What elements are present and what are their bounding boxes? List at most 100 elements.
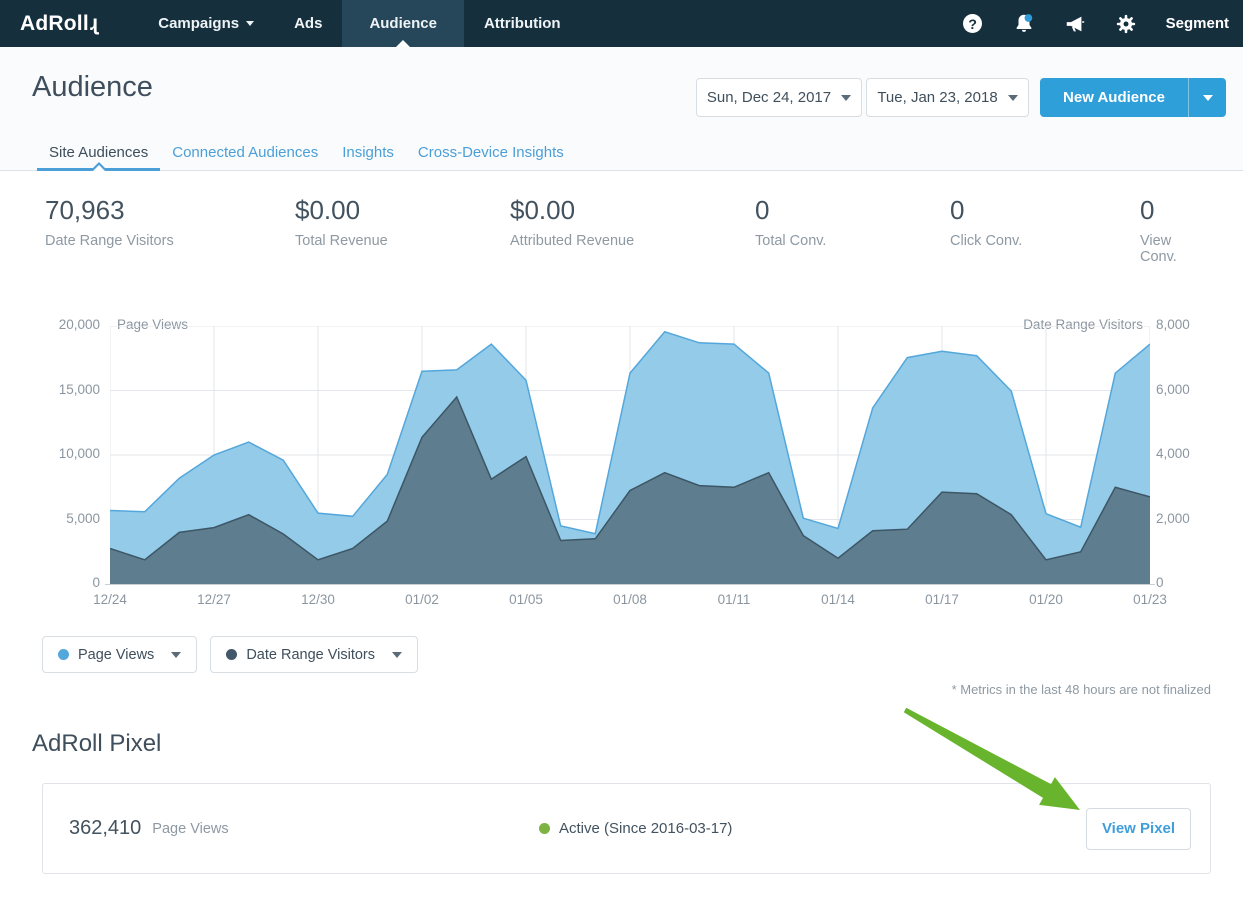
nav-right-controls: ? [962, 0, 1229, 47]
axis-tick-label: 5,000 [66, 510, 100, 526]
end-date-picker[interactable]: Tue, Jan 23, 2018 [866, 78, 1029, 117]
right-axis-title: Date Range Visitors [1023, 317, 1143, 332]
start-date-picker[interactable]: Sun, Dec 24, 2017 [696, 78, 862, 117]
legend-label: Date Range Visitors [246, 646, 375, 663]
adroll-logo[interactable]: AdRoll ɻ [0, 0, 120, 47]
settings-gear-icon[interactable] [1115, 13, 1137, 35]
nav-item-label: Campaigns [158, 15, 240, 32]
chevron-down-icon [1202, 94, 1213, 101]
axis-tick-label: 12/24 [93, 592, 127, 607]
stat-value: $0.00 [510, 195, 576, 225]
series-color-dot [226, 649, 238, 660]
stat-label: Click Conv. [950, 233, 1023, 249]
series-color-dot [58, 649, 69, 660]
active-tab-notch [396, 40, 411, 47]
axis-tick-label: 6,000 [1156, 381, 1190, 397]
announcements-megaphone-icon[interactable] [1064, 13, 1086, 35]
summary-stats-row: 70,963 Date Range Visitors $0.00 Total R… [0, 171, 1243, 266]
stat-click-conv: 0 Click Conv. [950, 195, 1140, 266]
pixel-page-views-label: Page Views [152, 820, 229, 837]
x-axis-line [105, 584, 1155, 585]
notifications-bell-icon[interactable] [1013, 13, 1035, 35]
nav-item-audience[interactable]: Audience [342, 0, 464, 47]
tab-label: Connected Audiences [172, 143, 319, 161]
nav-items: Campaigns Ads Audience Attribution [138, 0, 580, 47]
axis-tick-label: 01/05 [509, 592, 543, 607]
help-icon[interactable]: ? [962, 13, 984, 35]
new-audience-button[interactable]: New Audience [1063, 89, 1165, 106]
legend-label: Page Views [78, 646, 155, 663]
chevron-down-icon [1007, 94, 1018, 101]
chevron-down-icon [841, 94, 852, 101]
stat-label: Total Conv. [755, 233, 827, 249]
stat-view-conv: 0 View Conv. [1140, 195, 1211, 266]
nav-item-ads[interactable]: Ads [274, 0, 342, 47]
left-axis-title: Page Views [117, 317, 189, 332]
axis-tick-label: 01/02 [405, 592, 439, 607]
start-date-value: Sun, Dec 24, 2017 [706, 89, 832, 106]
top-navbar: AdRoll ɻ Campaigns Ads Audience Attributi… [0, 0, 1243, 47]
nav-item-label: Audience [369, 15, 437, 32]
axis-tick-label: 0 [92, 575, 100, 590]
new-audience-dropdown-button[interactable] [1188, 78, 1226, 117]
pixel-status: Active (Since 2016-03-17) [539, 820, 732, 837]
axis-tick-label: 12/30 [301, 592, 335, 607]
logo-tail-glyph: ɻ [89, 11, 99, 35]
stat-value: 70,963 [45, 195, 125, 225]
axis-tick-label: 01/08 [613, 592, 647, 607]
pixel-section-title: AdRoll Pixel [32, 730, 162, 757]
stat-label: Date Range Visitors [45, 233, 174, 249]
stat-label: Attributed Revenue [510, 233, 635, 249]
nav-item-attribution[interactable]: Attribution [464, 0, 581, 47]
view-pixel-button[interactable]: View Pixel [1086, 807, 1191, 850]
stat-label: Total Revenue [295, 233, 388, 249]
axis-tick-label: 8,000 [1156, 317, 1190, 332]
tab-label: Cross-Device Insights [417, 143, 564, 161]
chart-legend: Page Views Date Range Visitors [42, 636, 1243, 673]
axis-tick-label: 12/27 [197, 592, 231, 607]
stat-attributed-revenue: $0.00 Attributed Revenue [510, 195, 755, 266]
axis-tick-label: 01/14 [821, 592, 855, 607]
active-tab-peak-fill [92, 165, 105, 171]
end-date-value: Tue, Jan 23, 2018 [877, 89, 998, 106]
stat-value: 0 [950, 195, 965, 225]
stat-date-range-visitors: 70,963 Date Range Visitors [45, 195, 295, 266]
trend-chart-svg [110, 326, 1150, 584]
logo-text: AdRoll [20, 11, 89, 35]
nav-item-campaigns[interactable]: Campaigns [138, 0, 274, 47]
chevron-down-icon [171, 651, 182, 658]
legend-dropdown-date-range-visitors[interactable]: Date Range Visitors [210, 636, 418, 673]
axis-tick-label: 15,000 [58, 381, 100, 397]
axis-tick-label: 10,000 [58, 446, 100, 461]
chevron-down-icon [392, 651, 402, 658]
axis-tick-label: 20,000 [58, 317, 100, 332]
pixel-page-views-value: 362,410 [69, 817, 142, 839]
stat-value: 0 [755, 195, 770, 225]
tab-insights[interactable]: Insights [330, 134, 406, 170]
tab-cross-device-insights[interactable]: Cross-Device Insights [406, 134, 576, 170]
tab-label: Site Audiences [49, 143, 149, 161]
stat-total-revenue: $0.00 Total Revenue [295, 195, 510, 266]
axis-tick-label: 01/11 [717, 592, 751, 607]
page-header: Audience Sun, Dec 24, 2017 Tue, Jan 23, … [0, 47, 1243, 171]
axis-tick-label: 4,000 [1156, 446, 1190, 461]
tab-connected-audiences[interactable]: Connected Audiences [160, 134, 330, 170]
axis-tick-label: 01/17 [925, 592, 959, 607]
axis-tick-label: 2,000 [1156, 510, 1190, 526]
status-active-dot [539, 823, 550, 834]
page-title: Audience [32, 71, 153, 103]
new-audience-split-button: New Audience [1040, 78, 1226, 117]
chevron-down-icon [246, 21, 255, 26]
tab-site-audiences[interactable]: Site Audiences [37, 134, 161, 171]
metrics-footnote: * Metrics in the last 48 hours are not f… [951, 682, 1211, 697]
traffic-trend-chart: Page Views Date Range Visitors 20,000 15,… [0, 311, 1243, 623]
legend-dropdown-page-views[interactable]: Page Views [42, 636, 198, 673]
axis-tick-label: 01/23 [1133, 592, 1167, 607]
segment-account-link[interactable]: Segment [1165, 15, 1229, 32]
pixel-card: 362,410 Page Views Active (Since 2016-03… [42, 783, 1211, 874]
axis-tick-label: 01/20 [1029, 592, 1063, 607]
nav-item-label: Ads [294, 15, 323, 32]
nav-item-label: Attribution [483, 15, 561, 32]
stat-value: 0 [1140, 195, 1155, 225]
audience-tabs: Site Audiences Connected Audiences Insig… [37, 134, 576, 171]
